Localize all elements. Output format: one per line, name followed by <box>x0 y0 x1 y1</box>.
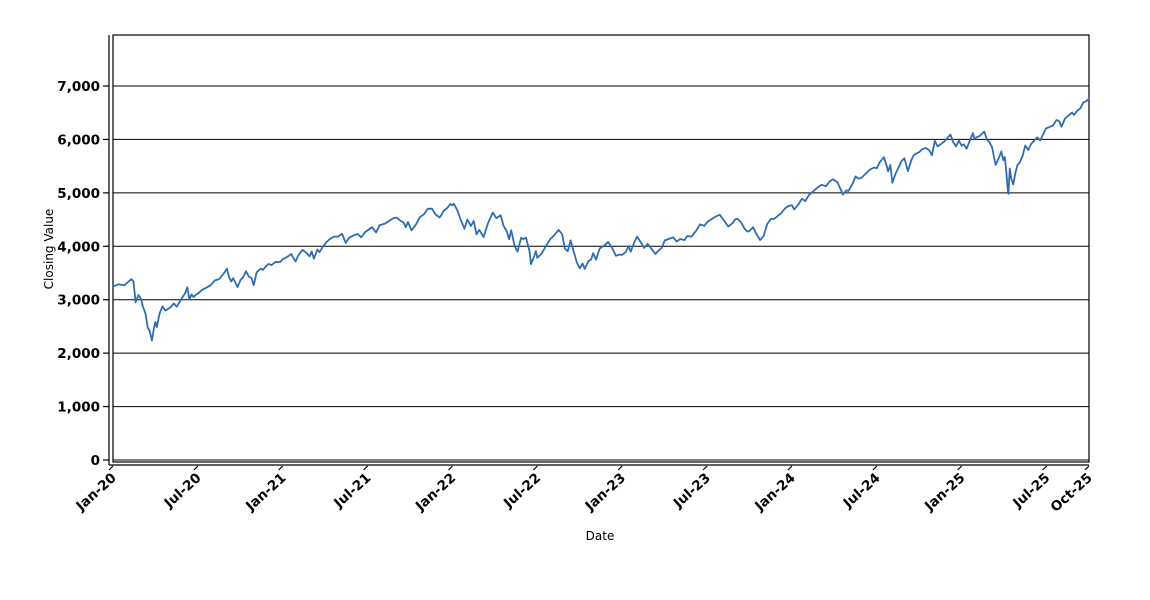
x-tick-label: Jul-24 <box>840 470 884 512</box>
x-tick <box>787 465 793 471</box>
x-tick-label: Jul-23 <box>670 470 714 512</box>
y-tick-label: 5,000 <box>57 186 100 202</box>
x-tick <box>108 465 114 471</box>
x-tick-label: Jul-21 <box>330 470 374 512</box>
x-tick <box>1084 465 1090 471</box>
x-tick-label: Jan-20 <box>72 470 119 515</box>
series-group <box>112 97 1090 342</box>
x-tick <box>193 465 199 471</box>
x-axis-title: Date <box>585 529 615 543</box>
x-tick <box>702 465 708 471</box>
axes-group <box>108 34 1090 466</box>
x-tick <box>532 465 538 471</box>
y-axis-title: Closing Value <box>42 208 56 290</box>
y-tick-label: 3,000 <box>57 293 100 309</box>
y-tick-label: 7,000 <box>57 79 100 95</box>
plot-border <box>112 34 1090 463</box>
x-tick-label: Jul-20 <box>161 470 205 512</box>
x-tick-label: Oct-25 <box>1048 470 1096 516</box>
x-tick <box>278 465 284 471</box>
y-tick-label: 1,000 <box>57 400 100 416</box>
x-tick-label: Jan-21 <box>242 470 289 515</box>
x-tick-label: Jul-25 <box>1009 470 1053 512</box>
x-tick <box>363 465 369 471</box>
y-tick-label: 0 <box>91 453 100 469</box>
closing-value-line <box>112 97 1090 342</box>
x-tick <box>1042 465 1047 471</box>
gridlines-group <box>113 85 1089 461</box>
x-tick-label: Jan-23 <box>582 470 629 515</box>
x-tick <box>617 465 623 471</box>
x-tick-label: Jan-22 <box>412 470 459 515</box>
x-tick <box>872 465 878 471</box>
y-tick-label: 2,000 <box>57 346 100 362</box>
x-tick <box>957 465 963 471</box>
x-tick-label: Jan-24 <box>751 470 798 515</box>
ticks-group <box>103 85 1090 471</box>
x-tick-label: Jan-25 <box>921 470 968 515</box>
y-tick-label: 6,000 <box>57 132 100 148</box>
x-tick-label: Jul-22 <box>500 470 544 512</box>
x-tick <box>448 465 453 471</box>
y-tick-label: 4,000 <box>57 239 100 255</box>
